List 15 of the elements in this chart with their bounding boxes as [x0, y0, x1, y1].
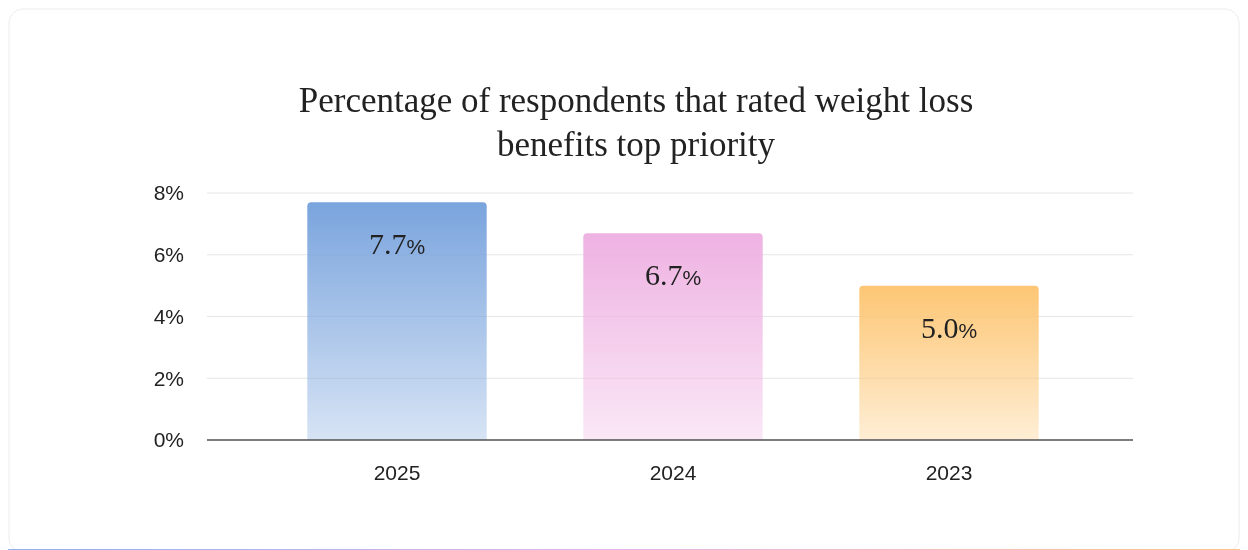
y-tick-label: 6% [153, 243, 184, 267]
y-tick-label: 4% [153, 304, 184, 328]
data-label: 6.7% [644, 258, 702, 292]
data-label: 7.7% [368, 227, 426, 261]
chart-title: Percentage of respondents that rated weight loss benefits top priority [298, 81, 974, 164]
x-tick-label: 2024 [649, 461, 697, 484]
y-tick-label: 0% [153, 428, 184, 452]
bar [859, 285, 1039, 440]
bar [307, 202, 487, 440]
x-tick-label: 2023 [925, 461, 973, 484]
bar [583, 233, 763, 440]
y-tick-label: 2% [153, 366, 184, 390]
x-tick-label: 2025 [373, 461, 421, 484]
y-tick-label: 8% [153, 181, 184, 205]
data-label: 5.0% [920, 310, 978, 344]
